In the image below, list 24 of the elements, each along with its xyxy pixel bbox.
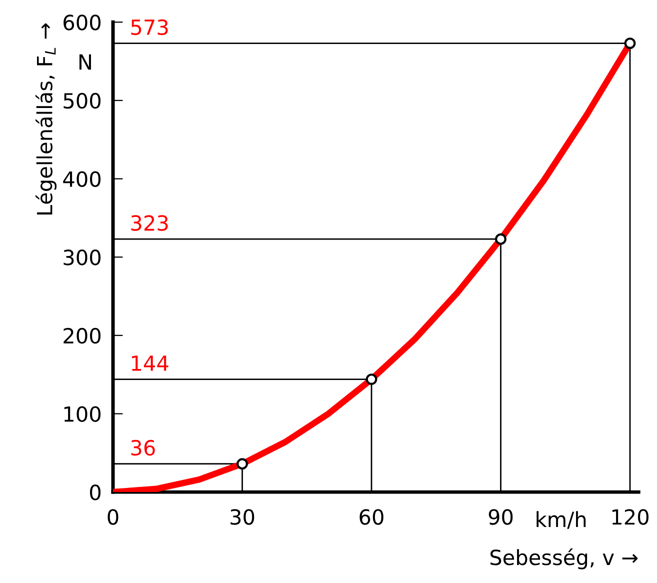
x-tick-label: 60 bbox=[360, 509, 384, 525]
y-tick-label: 400 bbox=[63, 171, 101, 187]
y-tick-label: 500 bbox=[64, 92, 101, 109]
x-axis-title: Sebesség, v → bbox=[490, 548, 638, 570]
y-tick-label: 100 bbox=[64, 406, 101, 422]
y-tick-label: 300 bbox=[64, 250, 101, 266]
x-tick-label: 0 bbox=[108, 509, 118, 525]
y-tick-label: 0 bbox=[90, 484, 101, 500]
point bbox=[495, 233, 506, 245]
annotation: 36 bbox=[131, 440, 155, 456]
y-axis-title: Légellenállás, F$_{L}$ → bbox=[36, 23, 57, 214]
y-tick-label: 200 bbox=[64, 328, 101, 344]
text: km/h bbox=[536, 511, 586, 529]
x-tick-label: 90 bbox=[488, 509, 513, 525]
point bbox=[366, 374, 378, 385]
text: N bbox=[79, 54, 91, 70]
point bbox=[236, 458, 248, 470]
x-tick-label: 120 bbox=[612, 509, 648, 525]
y-tick-label: 600 bbox=[64, 14, 101, 30]
annotation: 573 bbox=[131, 19, 168, 36]
annotation: 144 bbox=[132, 356, 168, 371]
point bbox=[624, 38, 636, 50]
annotation: 323 bbox=[131, 215, 168, 231]
x-tick-label: 30 bbox=[230, 509, 254, 525]
